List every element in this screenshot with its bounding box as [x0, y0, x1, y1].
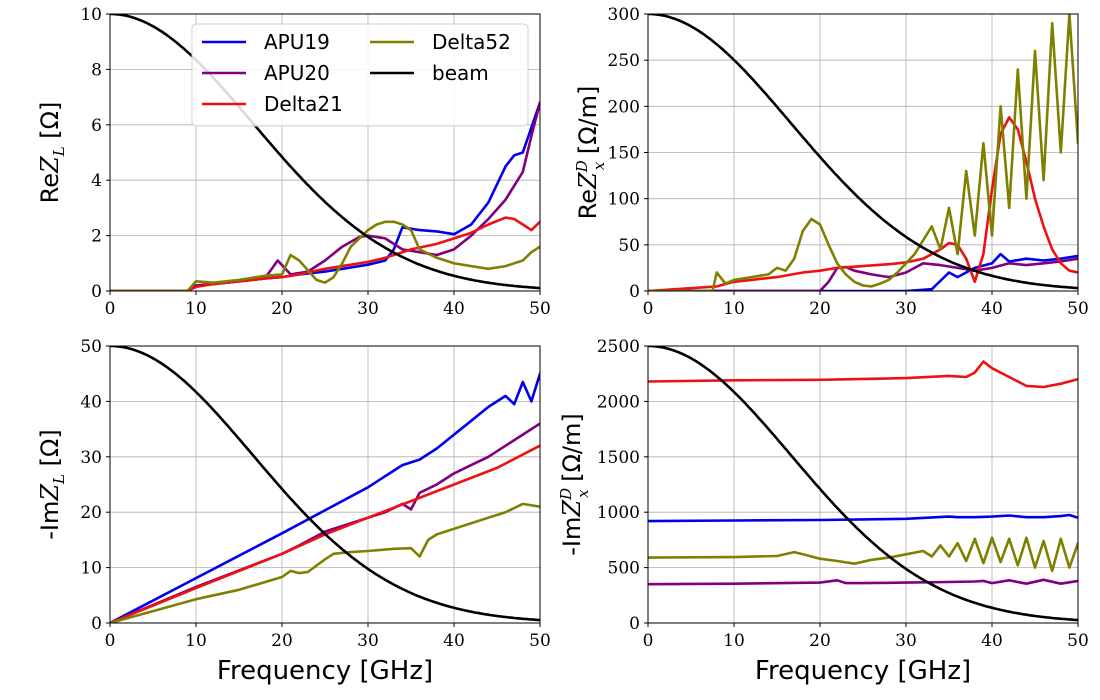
y-tick-label: 10	[80, 5, 102, 25]
legend-label-delta52: Delta52	[432, 30, 511, 54]
x-axis-label: Frequency [GHz]	[755, 656, 971, 686]
x-tick-label: 20	[809, 299, 831, 319]
x-tick-label: 10	[723, 299, 745, 319]
x-tick-label: 20	[809, 631, 831, 651]
y-tick-label: 40	[80, 392, 102, 412]
plot-area	[648, 346, 1078, 622]
axes-frame	[109, 345, 541, 624]
y-tick-label: 2500	[597, 337, 640, 357]
y-tick-label: 2000	[597, 392, 640, 412]
x-tick-label: 0	[643, 299, 654, 319]
legend-label-beam: beam	[432, 61, 489, 85]
x-tick-label: 50	[1067, 299, 1089, 319]
x-tick-label: 40	[443, 299, 465, 319]
y-tick-label: 150	[608, 144, 640, 164]
series-line-apu20	[648, 578, 1078, 586]
series-line-beam	[110, 14, 540, 290]
x-tick-label: 30	[357, 299, 379, 319]
x-tick-label: 30	[895, 631, 917, 651]
series-line-apu19	[110, 101, 540, 291]
y-tick-label: 10	[80, 559, 102, 579]
series-line-apu19	[648, 252, 1078, 291]
series-line-beam	[648, 346, 1078, 622]
y-tick-label: 4	[91, 171, 102, 191]
axes-frame	[109, 13, 541, 292]
y-tick-label: 1500	[597, 448, 640, 468]
x-tick-label: 20	[271, 631, 293, 651]
series-line-apu19	[110, 372, 540, 623]
y-tick-label: 30	[80, 448, 102, 468]
x-tick-label: 0	[643, 631, 654, 651]
x-tick-label: 50	[529, 299, 551, 319]
subplot-im_zl: 0 10 20 30 40 50 0 10 20 30 40 50 -ImZL [Ω] Frequency…	[36, 337, 551, 686]
y-tick-label: 0	[91, 614, 102, 634]
x-tick-label: 30	[895, 299, 917, 319]
x-tick-label: 0	[105, 299, 116, 319]
x-tick-label: 50	[1067, 631, 1089, 651]
series-line-apu20	[110, 101, 540, 291]
series-line-apu19	[648, 513, 1078, 523]
series-line-beam	[110, 346, 540, 622]
y-tick-label: 2	[91, 227, 102, 247]
y-tick-label: 250	[608, 51, 640, 71]
plot-area	[648, 14, 1078, 291]
x-tick-label: 10	[185, 631, 207, 651]
series-line-delta21	[110, 216, 540, 291]
y-tick-label: 6	[91, 116, 102, 136]
series-line-delta21	[110, 444, 540, 623]
y-tick-label: 50	[618, 236, 640, 256]
y-axis-label: ReZL [Ω]	[36, 102, 68, 204]
y-tick-label: 0	[629, 614, 640, 634]
y-tick-label: 0	[91, 282, 102, 302]
y-tick-label: 100	[608, 190, 640, 210]
legend-label-apu20: APU20	[264, 61, 330, 85]
y-tick-label: 8	[91, 60, 102, 80]
y-tick-label: 1000	[597, 503, 640, 523]
y-tick-label: 300	[608, 5, 640, 25]
series-line-apu20	[110, 422, 540, 623]
x-tick-label: 40	[443, 631, 465, 651]
series-line-delta52	[110, 502, 540, 623]
y-axis-label: -ImZL [Ω]	[36, 429, 68, 539]
x-tick-label: 30	[357, 631, 379, 651]
series-line-delta52	[648, 14, 1078, 291]
y-tick-label: 50	[80, 337, 102, 357]
x-tick-label: 20	[271, 299, 293, 319]
y-axis-label: ReZDx [Ω/m]	[573, 86, 608, 220]
y-axis-label: -ImZDx [Ω/m]	[557, 413, 592, 555]
subplot-re_zx: 0 10 20 30 40 50 0 50 100 150 200 250 300 ReZDx [Ω/m]	[573, 5, 1089, 319]
series-line-delta21	[648, 360, 1078, 389]
y-tick-label: 200	[608, 97, 640, 117]
x-tick-label: 10	[723, 631, 745, 651]
plot-area	[110, 14, 540, 291]
axes-frame	[647, 345, 1079, 624]
legend: APU19 APU20 Delta21 Delta52 beam	[191, 23, 529, 127]
y-tick-label: 500	[608, 559, 640, 579]
y-tick-label: 20	[80, 503, 102, 523]
x-tick-label: 40	[981, 631, 1003, 651]
series-line-delta52	[110, 220, 540, 291]
x-tick-label: 50	[529, 631, 551, 651]
plot-area	[110, 346, 540, 623]
x-axis-label: Frequency [GHz]	[217, 656, 433, 686]
x-tick-label: 10	[185, 299, 207, 319]
x-tick-label: 40	[981, 299, 1003, 319]
y-tick-label: 0	[629, 282, 640, 302]
series-line-beam	[648, 14, 1078, 290]
series-line-delta52	[648, 536, 1078, 573]
subplot-re_zl: 0 10 20 30 40 50 0 2 4 6 8 10 ReZL [Ω] APU19 APU20 Delt…	[36, 5, 551, 319]
legend-label-apu19: APU19	[264, 30, 330, 54]
x-tick-label: 0	[105, 631, 116, 651]
legend-label-delta21: Delta21	[264, 92, 343, 116]
